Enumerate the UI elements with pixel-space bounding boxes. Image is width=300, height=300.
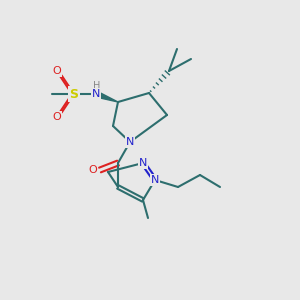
Text: O: O [88, 165, 98, 175]
Text: N: N [139, 158, 147, 168]
Text: O: O [52, 112, 62, 122]
Text: N: N [92, 89, 100, 99]
Polygon shape [95, 91, 118, 102]
Text: O: O [52, 66, 62, 76]
Text: H: H [93, 81, 101, 91]
Text: N: N [126, 137, 134, 147]
Text: N: N [151, 175, 159, 185]
Text: S: S [70, 88, 79, 100]
